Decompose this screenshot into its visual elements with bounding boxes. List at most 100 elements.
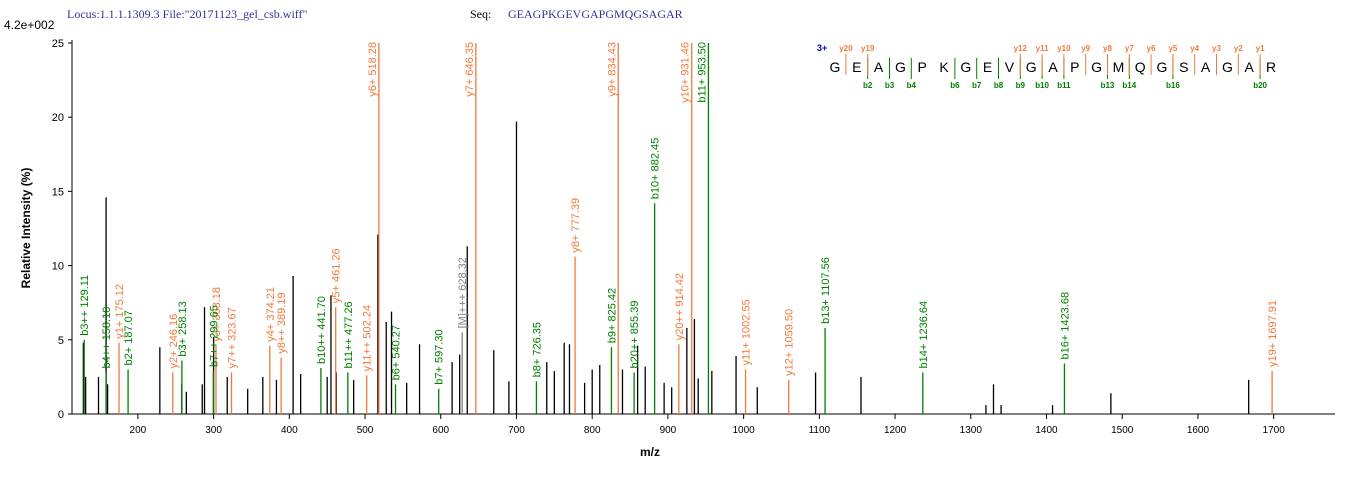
residue: G: [960, 59, 971, 75]
residue: G: [1222, 59, 1233, 75]
peak-label: b10+ 882.45: [650, 138, 662, 199]
y-ion-label: y20: [839, 44, 853, 53]
peak-label: b13+ 1107.56: [820, 257, 832, 324]
seq-label: Seq:: [470, 7, 491, 21]
y-ion-label: y6: [1147, 44, 1156, 53]
peak-label: y11++ 502.24: [362, 305, 374, 371]
scale-label: 4.2e+002: [4, 18, 55, 32]
peak-label: b7+ 597.30: [434, 329, 446, 384]
peak-label: b8+ 726.35: [531, 322, 543, 377]
b-ion-label: b6: [950, 81, 960, 90]
residue: E: [983, 59, 992, 75]
peak-label: y12+ 1059.50: [784, 309, 796, 376]
peak-label: y19+ 1697.91: [1267, 300, 1279, 367]
b-ion-label: b2: [863, 81, 873, 90]
y-ion-label: y4: [1190, 44, 1199, 53]
peak-label: y4+ 374.21: [265, 287, 277, 342]
residue: G: [830, 59, 841, 75]
peak-label: y11+ 1002.55: [741, 299, 753, 365]
x-tick-label: 1500: [1111, 425, 1134, 436]
residue: A: [1201, 59, 1211, 75]
peak-label: y8+ 777.39: [570, 198, 582, 253]
peak-label: b3++ 129.11: [79, 275, 91, 336]
b-ion-label: b13: [1101, 81, 1115, 90]
y-tick-label: 0: [58, 409, 64, 421]
y-ion-label: y3: [1212, 44, 1221, 53]
peak-label: b11++ 477.26: [343, 301, 355, 368]
y-ion-label: y7: [1125, 44, 1134, 53]
peak-label: b10++ 441.70: [316, 296, 328, 364]
y-axis-label: Relative Intensity (%): [19, 168, 33, 289]
peak-label: b2+ 187.07: [123, 310, 135, 365]
peak-label: b9+ 825.42: [606, 288, 618, 343]
y-ion-label: y9: [1081, 44, 1090, 53]
b-ion-label: b7: [972, 81, 982, 90]
residue: Q: [1135, 59, 1146, 75]
y-tick-label: 20: [52, 112, 64, 124]
peak-label: b6+ 540.27: [391, 325, 403, 380]
y-ion-label: y11: [1036, 44, 1049, 53]
peak-label: y2+ 246.16: [168, 314, 180, 369]
peak-label: [M]+++ 628.32: [457, 257, 469, 328]
seq: GEAGPKGEVGAPGMQGSAGAR: [508, 7, 683, 21]
residue: R: [1266, 59, 1276, 75]
peak-label: b16+ 1423.68: [1059, 292, 1071, 360]
residue: M: [1113, 59, 1125, 75]
peak-label: y6+ 518.28: [367, 42, 379, 97]
y-tick-label: 10: [52, 261, 64, 273]
b-ion-label: b16: [1166, 81, 1180, 90]
locus-file: Locus:1.1.1.1309.3 File:"20171123_gel_cs…: [67, 7, 308, 21]
peak-label: y8++ 389.19: [276, 292, 288, 353]
peak-label: y7+ 646.35: [464, 42, 476, 97]
charge: 3+: [817, 43, 827, 53]
b-ion-label: b20: [1253, 81, 1267, 90]
residue: S: [1179, 59, 1188, 75]
y-ion-label: y2: [1234, 44, 1243, 53]
x-tick-label: 1700: [1263, 425, 1286, 436]
x-tick-label: 200: [130, 425, 147, 436]
residue: G: [1026, 59, 1037, 75]
peak-label: b20++ 855.39: [629, 301, 641, 369]
peak-label: b4++ 158.10: [101, 307, 113, 369]
peak-label: y9+ 834.43: [606, 42, 618, 97]
x-tick-label: 1000: [733, 425, 756, 436]
y-ion-label: y5: [1168, 44, 1177, 53]
residue: G: [1091, 59, 1102, 75]
residue: P: [918, 59, 927, 75]
peak-label: y3+ 303.18: [211, 287, 223, 342]
residue: A: [1048, 59, 1058, 75]
x-tick-label: 1100: [809, 425, 831, 436]
x-tick-label: 800: [584, 425, 601, 436]
y-tick-label: 25: [52, 38, 64, 50]
residue: P: [1070, 59, 1079, 75]
b-ion-label: b4: [907, 81, 917, 90]
peak-label: y10+ 931.46: [680, 42, 692, 103]
x-tick-label: 500: [357, 425, 374, 436]
y-ion-label: y19: [861, 44, 875, 53]
residue: V: [1005, 59, 1015, 75]
peak-label: b11+ 953.50: [696, 42, 708, 103]
peak-label: y1+ 175.12: [114, 284, 126, 339]
b-ion-label: b11: [1057, 81, 1071, 90]
b-ion-label: b8: [994, 81, 1004, 90]
y-tick-label: 15: [52, 186, 64, 198]
x-tick-label: 1400: [1035, 425, 1058, 436]
x-tick-label: 400: [281, 425, 298, 436]
x-tick-label: 1600: [1187, 425, 1210, 436]
peak-label: b14+ 1236.64: [918, 301, 930, 369]
x-tick-label: 900: [660, 425, 677, 436]
x-tick-label: 700: [508, 425, 525, 436]
x-axis-label: m/z: [640, 445, 660, 459]
y-ion-label: y10: [1057, 44, 1071, 53]
peak-label: y7++ 323.67: [227, 307, 239, 368]
residue: K: [939, 59, 949, 75]
x-tick-label: 300: [205, 425, 222, 436]
y-ion-label: y12: [1014, 44, 1028, 53]
residue: A: [874, 59, 884, 75]
peak-label: y5+ 461.26: [331, 248, 343, 303]
peak-label: y20++ 914.42: [674, 273, 686, 340]
x-tick-label: 1300: [960, 425, 983, 436]
residue: G: [895, 59, 906, 75]
residue: G: [1157, 59, 1168, 75]
